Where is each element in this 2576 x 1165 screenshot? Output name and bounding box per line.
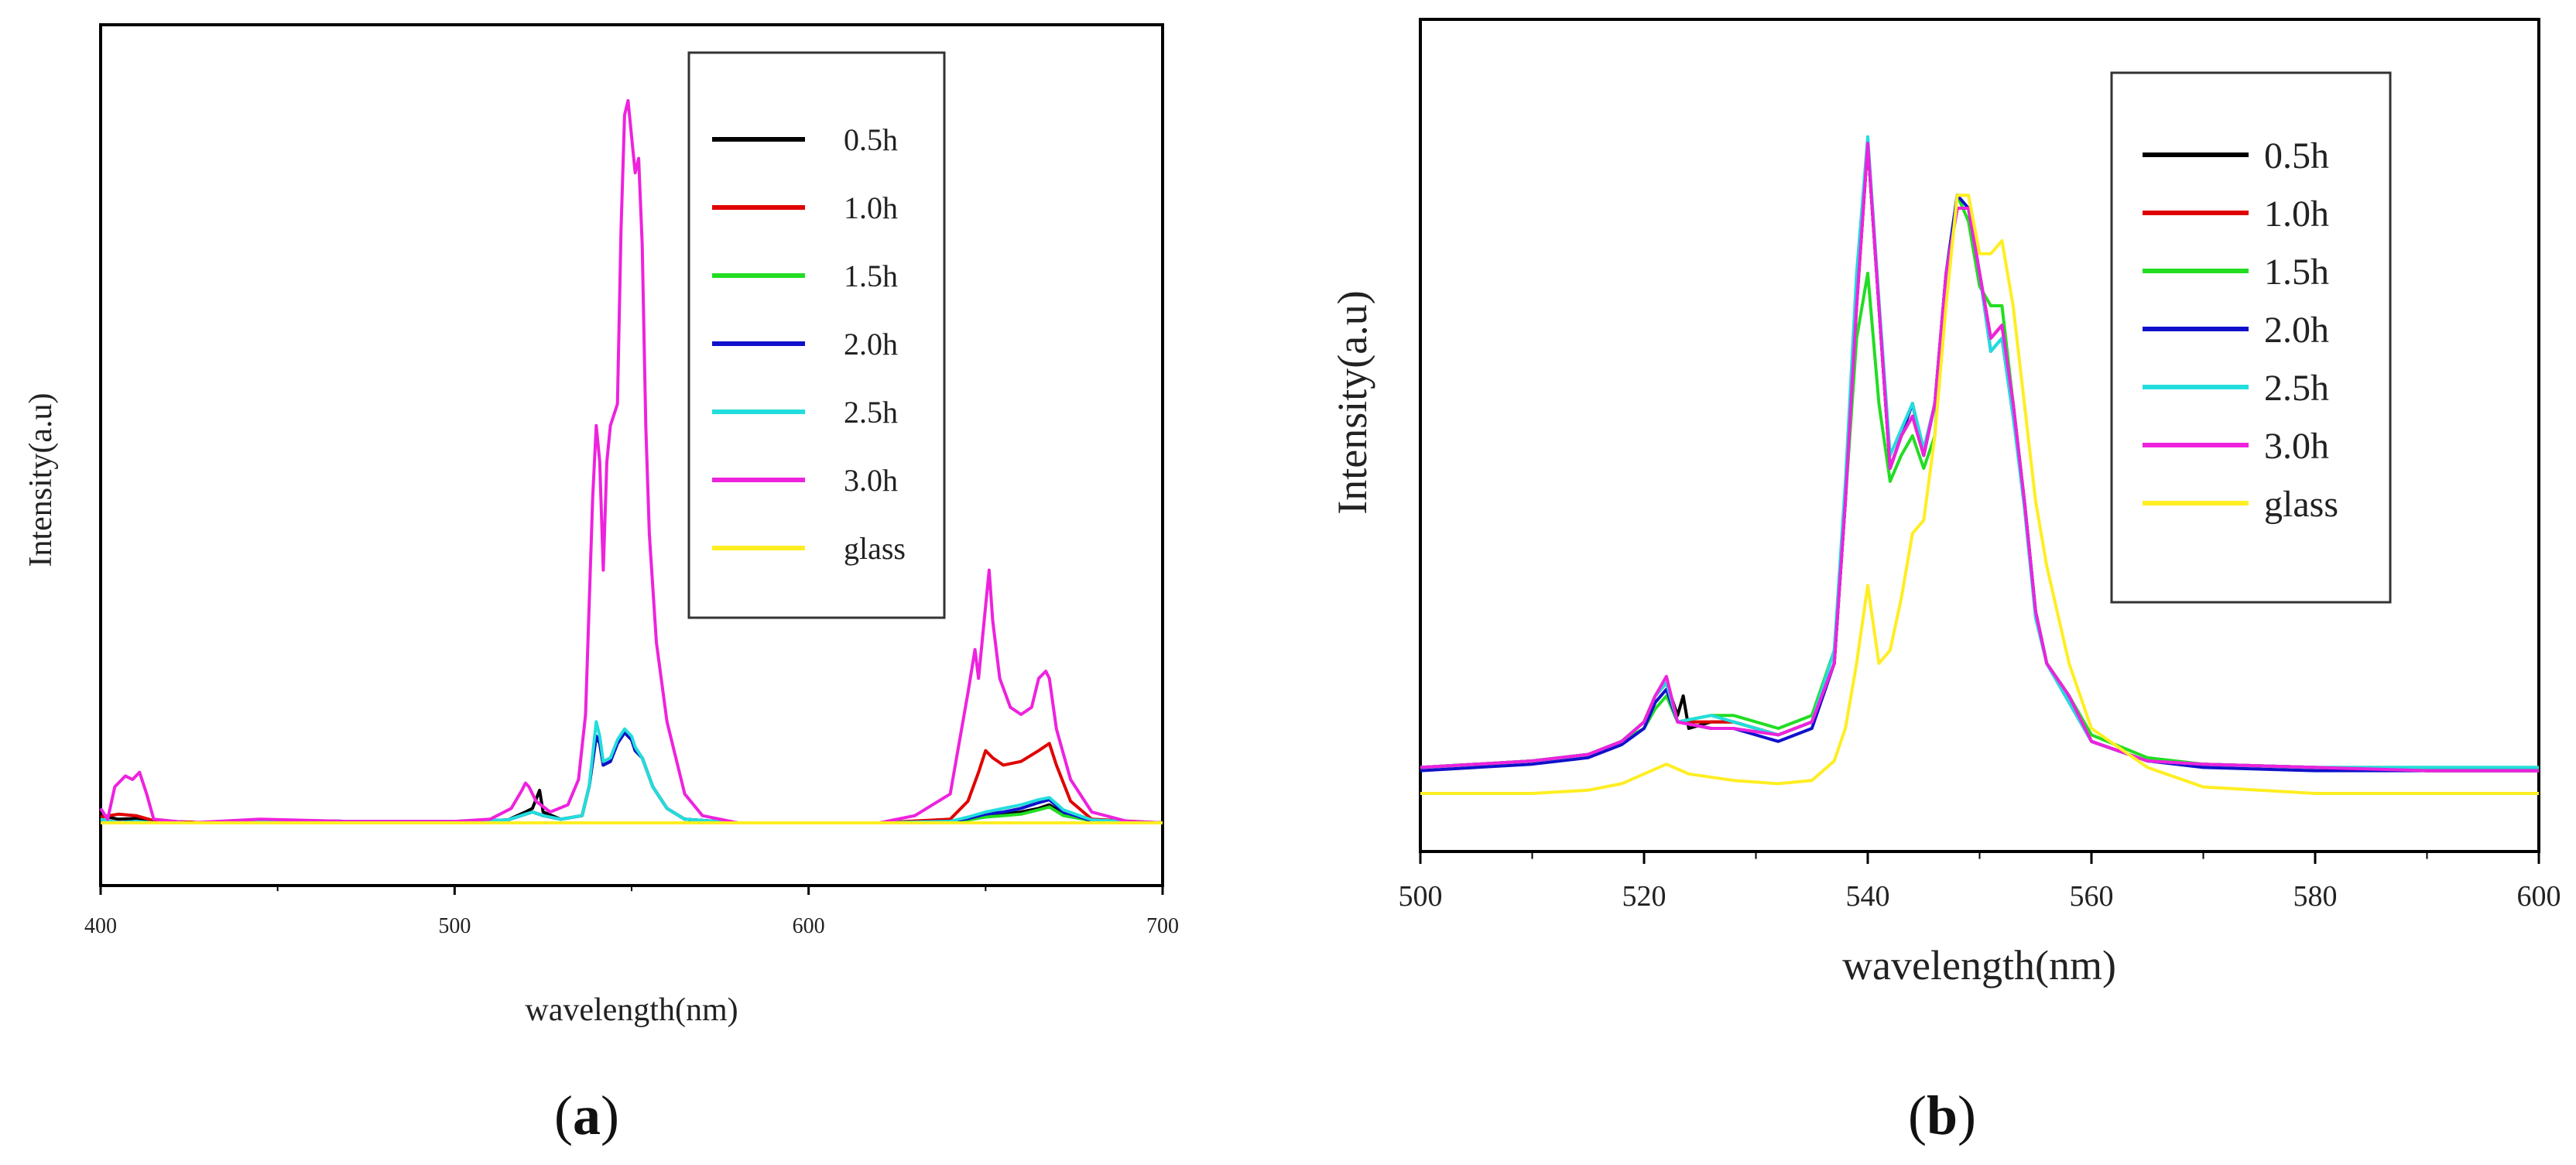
panel-b-x-tick-label: 540 <box>1846 880 1890 913</box>
panel-a-series <box>99 99 1163 824</box>
panel-b-series <box>1420 135 2539 795</box>
panel-b-legend-label: glass <box>2264 484 2338 525</box>
panel-b-x-tick-label: 520 <box>1622 880 1667 913</box>
panel-b-y-axis-label: Intensity(a.u) <box>1329 290 1375 514</box>
panel-a-legend-label: 3.0h <box>844 463 898 498</box>
panel-b-legend-label: 0.5h <box>2264 135 2329 176</box>
panel-b-x-tick-label: 500 <box>1399 880 1443 913</box>
panel-a-legend-box <box>687 51 946 619</box>
panel-a-legend-label: 2.5h <box>844 395 898 430</box>
panel-a-x-ticks: 400 500 600 700 <box>84 886 1179 938</box>
panel-b-legend-label: 2.0h <box>2264 310 2329 351</box>
panel-a-caption: (a) <box>554 1084 619 1146</box>
panel-a-legend-label: 1.5h <box>844 259 898 293</box>
panel-b-x-tick-label: 600 <box>2517 880 2561 913</box>
panel-b-series-glass <box>1420 194 2539 795</box>
panel-b-legend-label: 3.0h <box>2264 426 2329 467</box>
panel-a-legend-label: 2.0h <box>844 327 898 361</box>
panel-b-legend: 0.5h 1.0h 1.5h 2.0h 2.5h 3.0h glass <box>2143 135 2338 525</box>
panel-a-legend-label: glass <box>844 531 906 566</box>
panel-b-x-tick-label: 560 <box>2070 880 2114 913</box>
panel-b-caption-letter: b <box>1926 1084 1958 1146</box>
panel-a-legend-label: 0.5h <box>844 122 898 157</box>
panel-b-legend-label: 2.5h <box>2264 368 2329 409</box>
panel-b-x-tick-label: 580 <box>2293 880 2338 913</box>
panel-a-caption-letter: a <box>572 1084 601 1146</box>
panel-b-x-axis-label: wavelength(nm) <box>1842 942 2116 989</box>
panel-a-x-tick-label: 400 <box>84 914 117 938</box>
panel-b-legend-label: 1.0h <box>2264 194 2329 235</box>
panel-b-caption: (b) <box>1908 1084 1977 1146</box>
panel-a-chart: 400 500 600 700 0.5h 1.0h 1.5h 2.0h 2.5h 3.0h gla… <box>23 23 1179 1028</box>
panel-a-x-tick-label: 700 <box>1146 914 1179 938</box>
panel-b-x-ticks: 500 520 540 560 580 600 <box>1399 851 2561 913</box>
panel-a-legend-label: 1.0h <box>844 190 898 225</box>
panel-a-legend: 0.5h 1.0h 1.5h 2.0h 2.5h 3.0h glass <box>712 122 906 566</box>
panel-b-legend-box <box>2110 71 2392 604</box>
panel-a-x-axis-label: wavelength(nm) <box>525 992 738 1028</box>
panel-b-legend-label: 1.5h <box>2264 252 2329 293</box>
panel-a-y-axis-label: Intensity(a.u) <box>23 392 59 567</box>
panel-a-x-tick-label: 600 <box>793 914 825 938</box>
panel-b-series-3-0h <box>1420 142 2539 773</box>
panel-a-x-tick-label: 500 <box>438 914 471 938</box>
panel-b-chart: 500 520 540 560 580 600 0.5h 1.0h 1.5h 2.0h 2.5h 3… <box>1329 18 2561 989</box>
